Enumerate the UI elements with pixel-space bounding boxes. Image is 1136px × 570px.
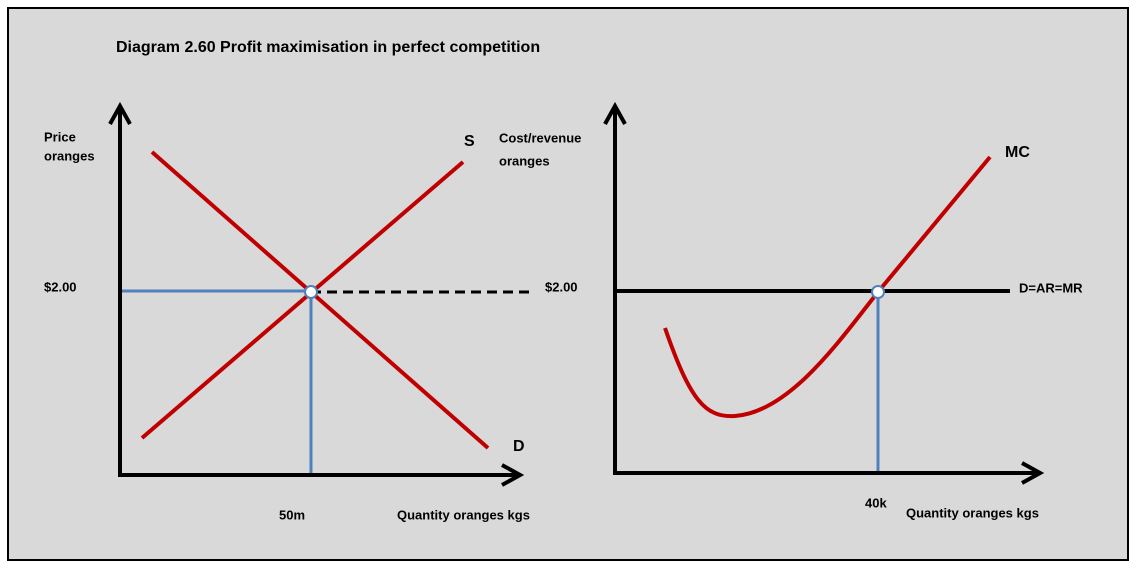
optimum-point [871, 285, 885, 299]
supply-curve [140, 160, 465, 440]
mc-label: MC [1005, 144, 1030, 161]
demand-label: D [513, 438, 525, 455]
x-axis-label: Quantity oranges kgs [397, 507, 530, 522]
equilibrium-point [304, 285, 318, 299]
price-label: $2.00 [545, 279, 578, 294]
price-label: $2.00 [44, 279, 77, 294]
supply-label: S [464, 133, 475, 150]
y-axis-label: oranges [499, 153, 550, 168]
y-axis-label: Cost/revenue [499, 130, 581, 145]
y-axis-label: Price [44, 129, 76, 144]
demand-label: D=AR=MR [1019, 280, 1083, 295]
right-panel: Cost/revenue oranges $2.00 MC D=AR=MR 40… [499, 106, 1083, 520]
x-axis-label: Quantity oranges kgs [906, 505, 1039, 520]
quantity-label: 40k [865, 495, 887, 510]
left-panel: Price oranges $2.00 S D 50m Quantity ora… [44, 106, 532, 522]
demand-curve [150, 150, 490, 450]
title: Diagram 2.60 Profit maximisation in perf… [116, 39, 540, 56]
quantity-label: 50m [279, 507, 305, 522]
frame [7, 7, 1129, 561]
mc-curve [663, 155, 992, 419]
y-axis-label: oranges [44, 148, 95, 163]
